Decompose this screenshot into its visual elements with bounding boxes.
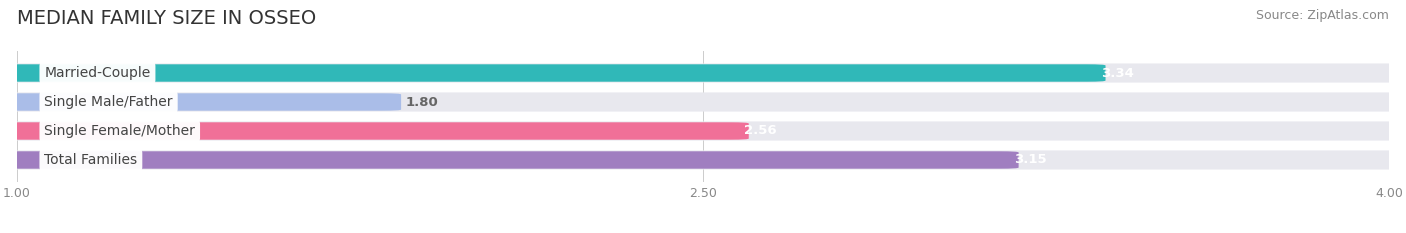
FancyBboxPatch shape (0, 93, 401, 111)
Text: Single Male/Father: Single Male/Father (45, 95, 173, 109)
FancyBboxPatch shape (0, 151, 1406, 170)
Text: MEDIAN FAMILY SIZE IN OSSEO: MEDIAN FAMILY SIZE IN OSSEO (17, 9, 316, 28)
Text: Source: ZipAtlas.com: Source: ZipAtlas.com (1256, 9, 1389, 22)
FancyBboxPatch shape (0, 93, 1406, 112)
FancyBboxPatch shape (0, 122, 749, 140)
Text: 1.80: 1.80 (406, 96, 439, 109)
Text: Total Families: Total Families (45, 153, 138, 167)
FancyBboxPatch shape (0, 151, 1018, 169)
FancyBboxPatch shape (0, 121, 1406, 140)
FancyBboxPatch shape (0, 63, 1406, 82)
FancyBboxPatch shape (0, 64, 1105, 82)
Text: 3.34: 3.34 (1101, 66, 1133, 79)
Text: 2.56: 2.56 (744, 124, 776, 137)
Text: Single Female/Mother: Single Female/Mother (45, 124, 195, 138)
Text: 3.15: 3.15 (1014, 154, 1046, 167)
Text: Married-Couple: Married-Couple (45, 66, 150, 80)
